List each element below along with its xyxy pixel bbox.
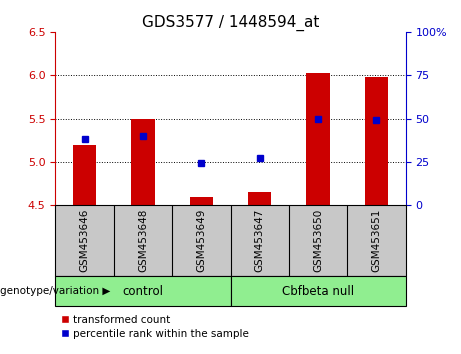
Bar xyxy=(365,77,388,205)
Bar xyxy=(73,144,96,205)
Title: GDS3577 / 1448594_at: GDS3577 / 1448594_at xyxy=(142,14,319,30)
Legend: transformed count, percentile rank within the sample: transformed count, percentile rank withi… xyxy=(60,315,249,339)
Bar xyxy=(189,197,213,205)
Text: genotype/variation ▶: genotype/variation ▶ xyxy=(0,286,110,296)
Text: GSM453649: GSM453649 xyxy=(196,209,207,273)
Text: GSM453648: GSM453648 xyxy=(138,209,148,273)
Bar xyxy=(248,192,272,205)
Text: Cbfbeta null: Cbfbeta null xyxy=(282,285,354,298)
Text: control: control xyxy=(123,285,163,298)
Bar xyxy=(131,119,154,205)
Bar xyxy=(307,74,330,205)
FancyBboxPatch shape xyxy=(55,276,230,306)
Text: GSM453647: GSM453647 xyxy=(254,209,265,273)
FancyBboxPatch shape xyxy=(230,276,406,306)
Text: GSM453650: GSM453650 xyxy=(313,209,323,272)
Text: GSM453651: GSM453651 xyxy=(372,209,382,273)
FancyBboxPatch shape xyxy=(55,205,406,276)
Text: GSM453646: GSM453646 xyxy=(79,209,89,273)
